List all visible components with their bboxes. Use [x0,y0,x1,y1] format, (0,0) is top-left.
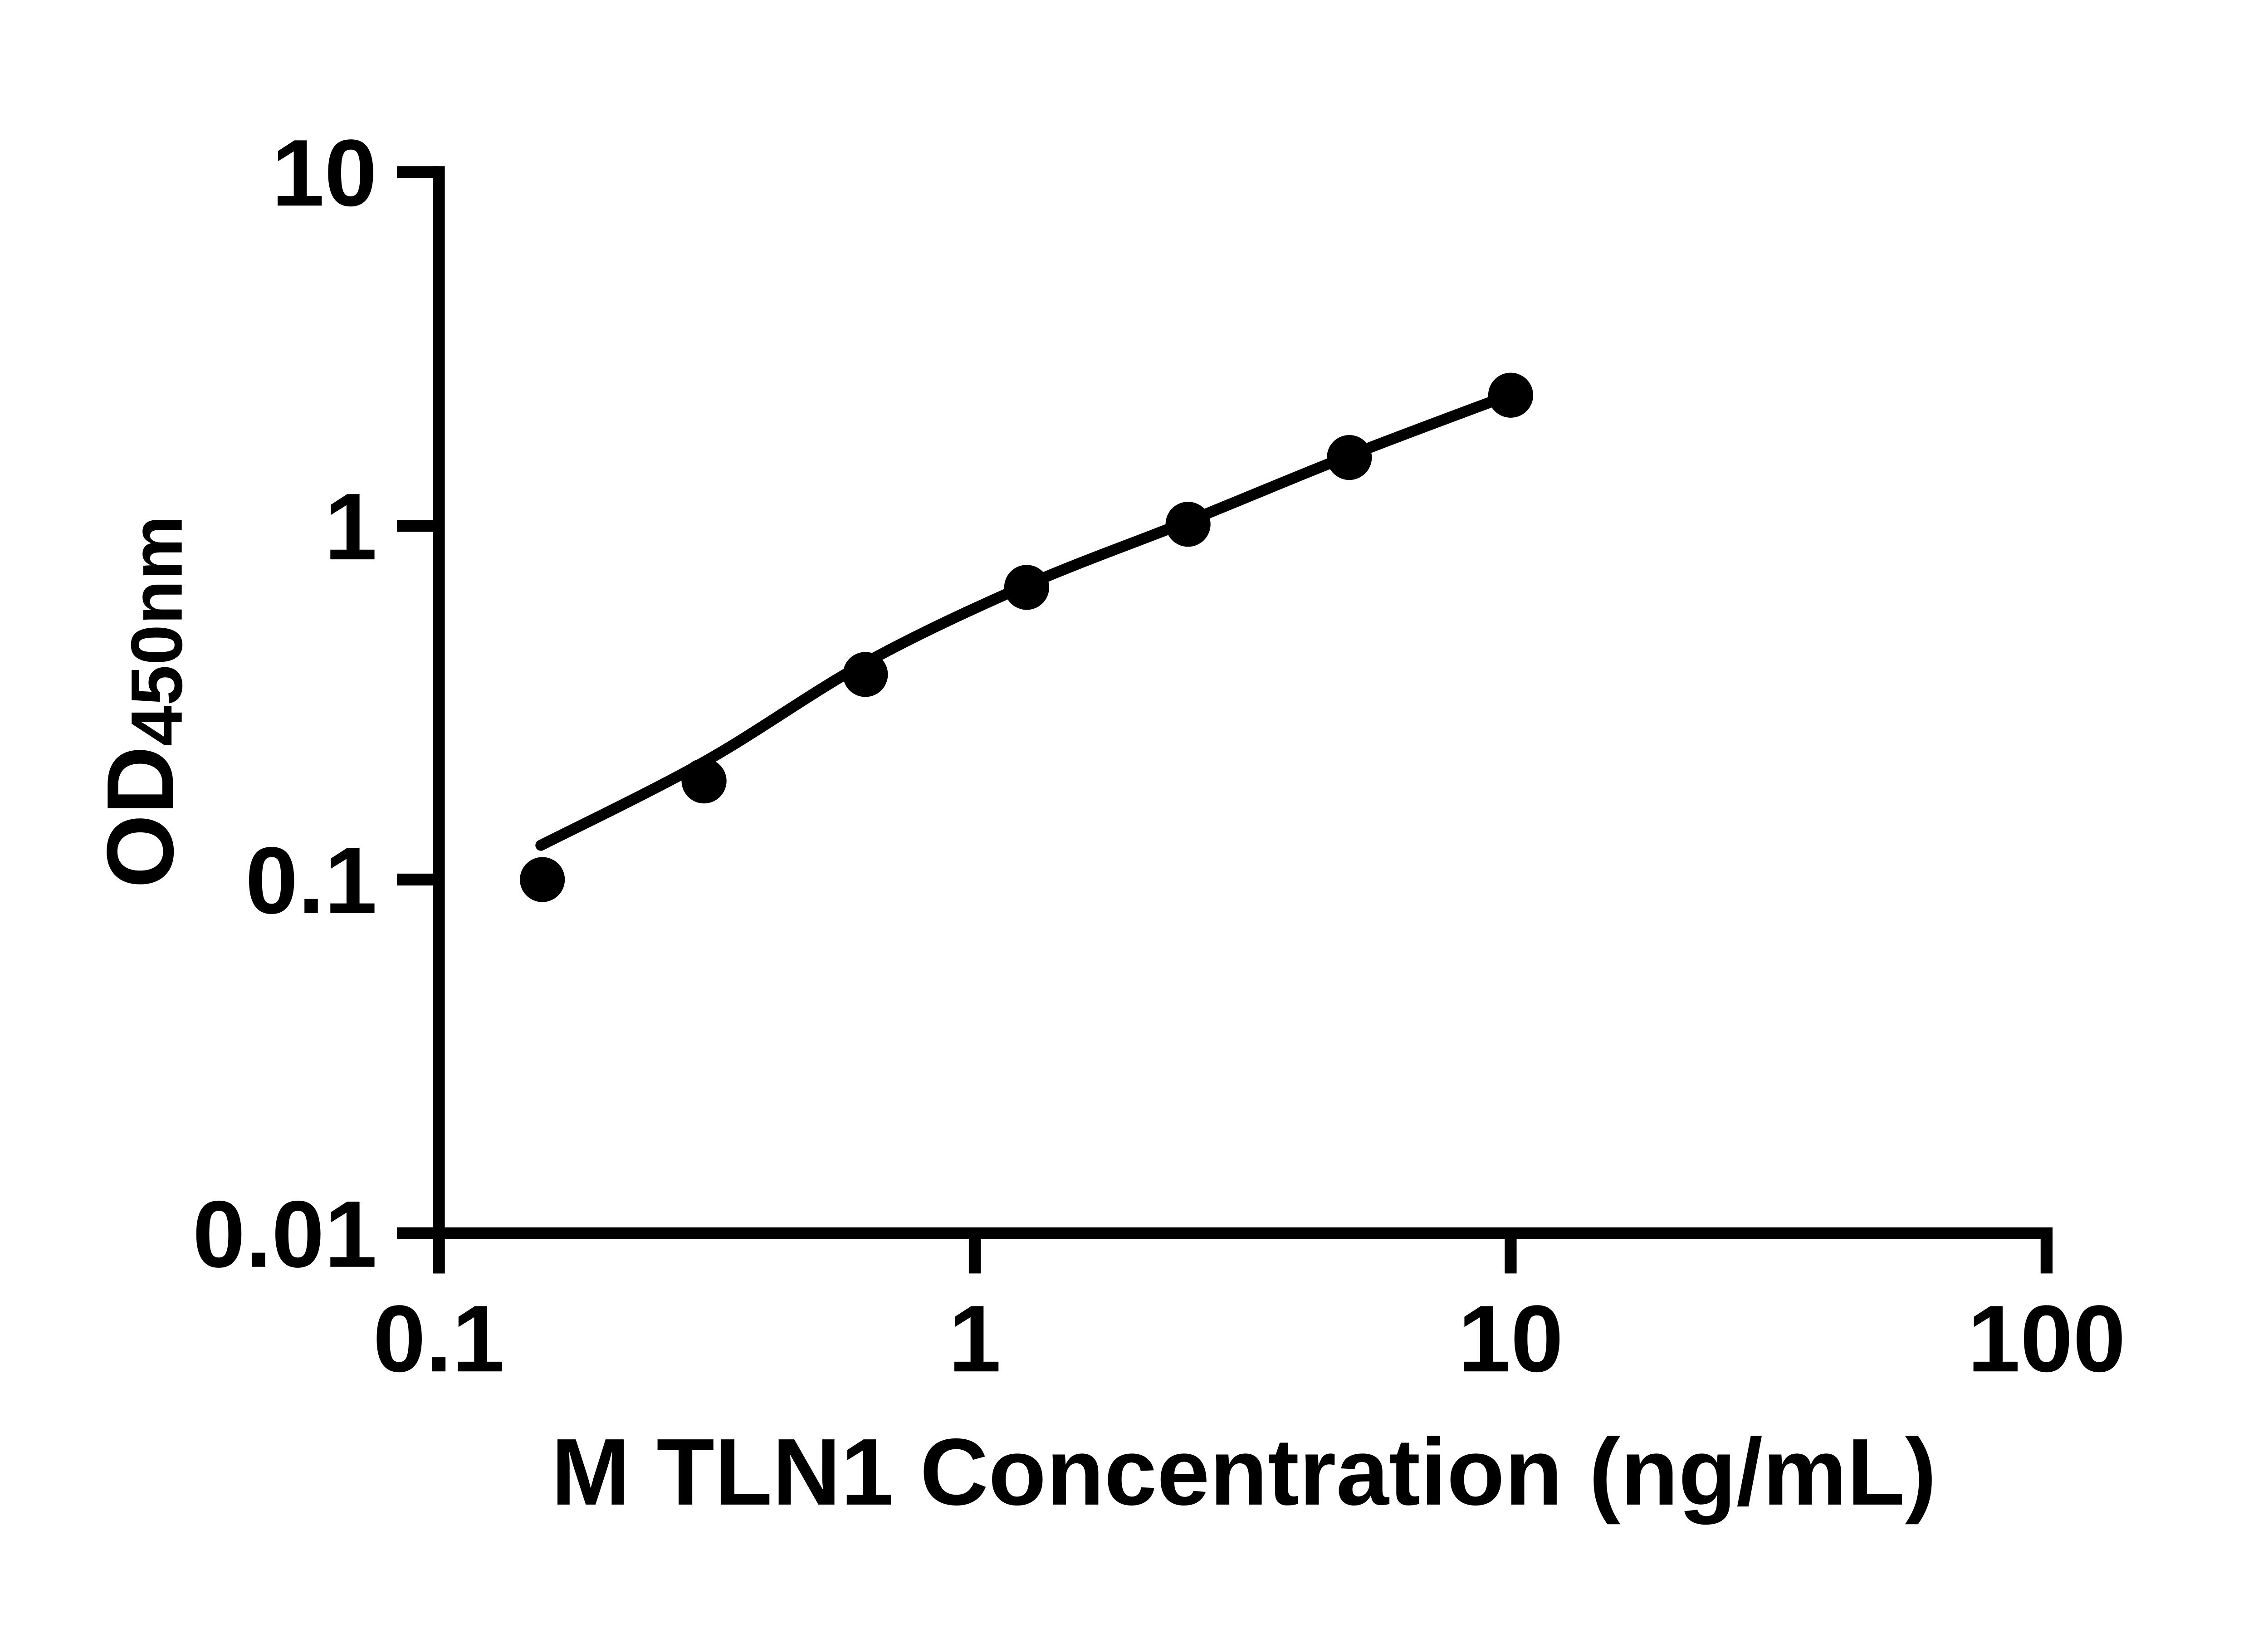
x-tick-label: 0.1 [373,1286,505,1392]
y-tick-label: 10 [272,120,377,226]
y-axis-title: OD450nm [88,515,197,888]
y-tick-label: 0.01 [193,1182,377,1287]
y-axis-title-subscript: 450nm [116,515,197,746]
data-point-marker [843,652,888,697]
chart-background [0,22,2268,1611]
y-tick-label: 1 [324,474,377,580]
data-point-marker [681,758,727,804]
x-tick-label: 10 [1458,1286,1564,1392]
data-point-marker [1327,435,1372,480]
data-point-marker [1488,372,1534,418]
data-point-marker [520,857,565,902]
x-tick-label: 100 [1967,1286,2126,1392]
data-point-marker [1004,565,1050,610]
y-axis-title-main: OD [88,746,193,889]
y-tick-label: 0.1 [245,828,377,934]
x-axis-title: M TLN1 Concentration (ng/mL) [551,1419,1936,1525]
data-series-layer [520,372,1534,902]
data-point-marker [1165,502,1211,547]
x-tick-label: 1 [948,1286,1001,1392]
